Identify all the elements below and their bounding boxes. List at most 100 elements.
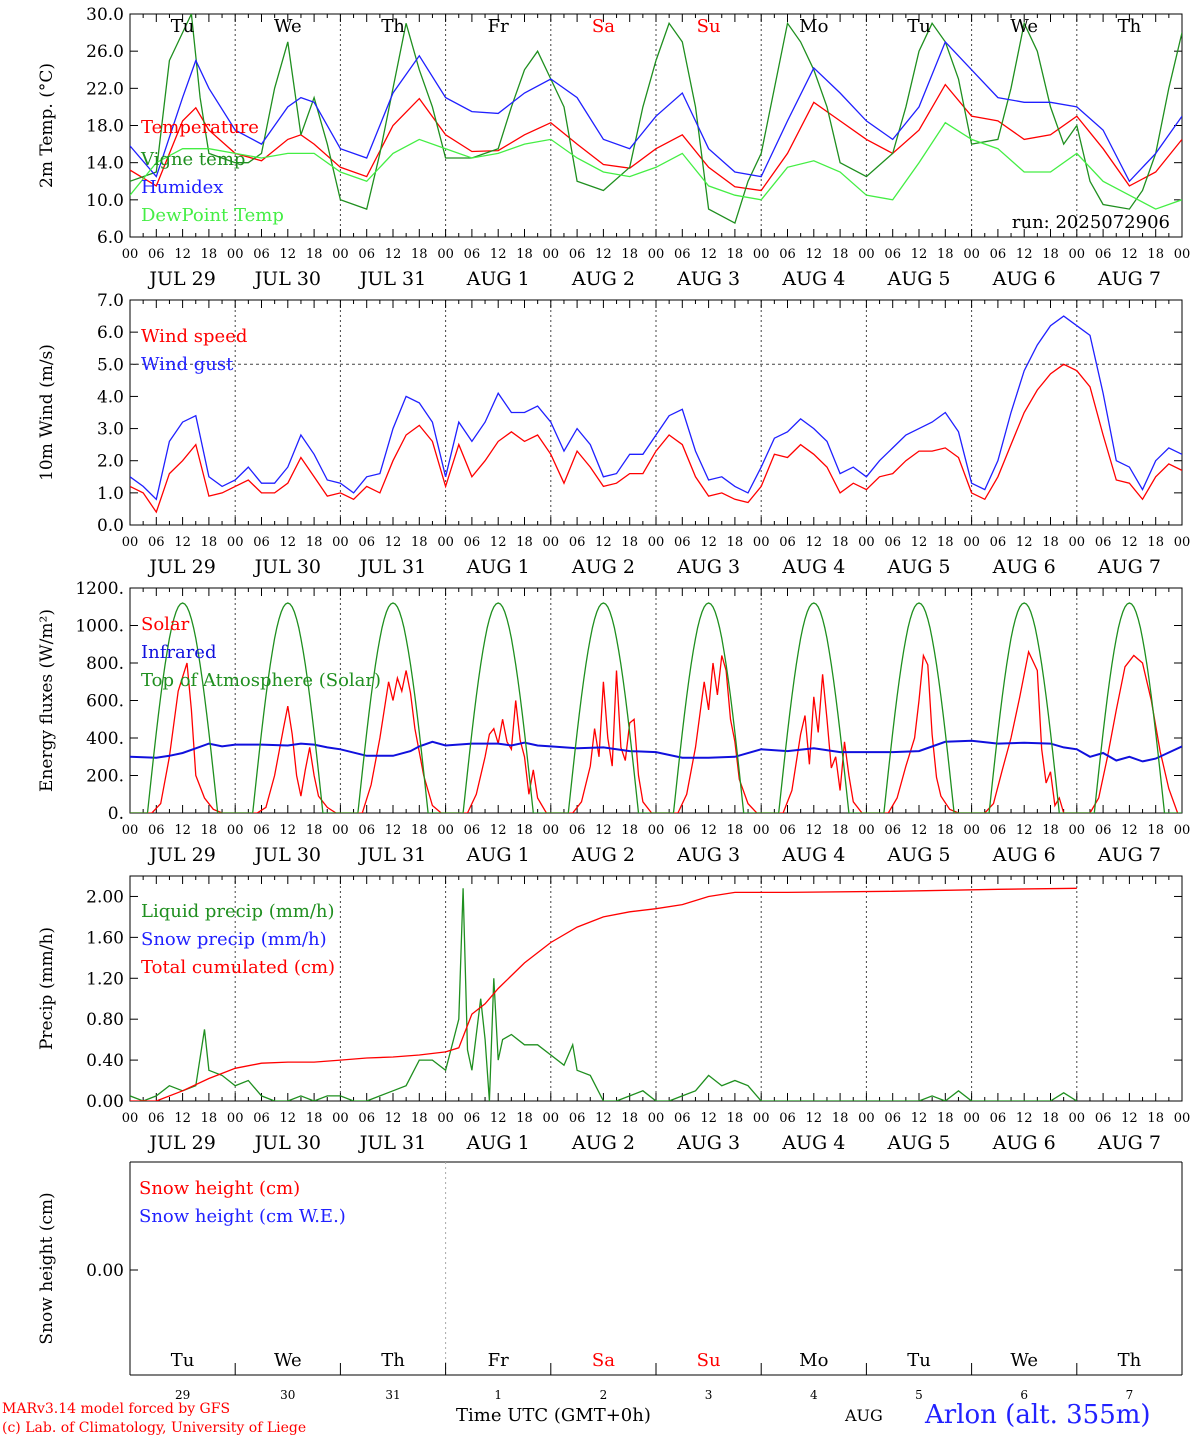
hour-label: 06 (148, 823, 165, 838)
hour-label: 12 (174, 535, 191, 550)
hour-label: 00 (332, 1111, 349, 1126)
hour-label: 18 (516, 535, 533, 550)
hour-label: 12 (385, 535, 402, 550)
hour-label: 12 (595, 1111, 612, 1126)
hour-label: 18 (621, 247, 638, 262)
hour-label: 00 (437, 823, 454, 838)
y-axis-label: 2m Temp. (°C) (37, 63, 57, 188)
day-label: AUG 6 (992, 268, 1056, 290)
series-line-wind-speed (130, 363, 1182, 514)
y-tick-label: 6.0 (97, 323, 124, 343)
hour-label: 12 (280, 823, 297, 838)
hour-label: 00 (227, 535, 244, 550)
hour-label: 00 (858, 247, 875, 262)
hour-label: 00 (753, 247, 770, 262)
hour-label: 18 (411, 535, 428, 550)
day-label: AUG 6 (992, 844, 1056, 866)
hour-label: 12 (700, 823, 717, 838)
hour-label: 18 (621, 535, 638, 550)
y-tick-label: 14.0 (86, 154, 124, 174)
hour-label: 12 (700, 535, 717, 550)
series-line-dewpoint-temp (130, 121, 1182, 210)
hour-label: 00 (648, 823, 665, 838)
hour-label: 00 (543, 823, 560, 838)
hour-label: 00 (122, 247, 139, 262)
hour-label: 12 (1121, 535, 1138, 550)
hour-label: 06 (674, 823, 691, 838)
weekday-label: Sa (592, 1350, 615, 1371)
hour-label: 18 (621, 1111, 638, 1126)
hour-label: 12 (280, 1111, 297, 1126)
day-label: JUL 31 (358, 844, 426, 866)
hour-label: 06 (990, 535, 1007, 550)
weekday-label: Su (697, 16, 721, 37)
legend-entry: Solar (141, 614, 190, 635)
day-label: AUG 2 (571, 1132, 635, 1154)
day-label: JUL 29 (147, 844, 215, 866)
series-line-solar (130, 649, 1179, 813)
day-label: JUL 30 (253, 556, 321, 578)
hour-label: 18 (937, 1111, 954, 1126)
hour-label: 18 (727, 1111, 744, 1126)
hour-label: 18 (411, 247, 428, 262)
hour-label: 06 (674, 535, 691, 550)
day-label: AUG 5 (886, 844, 950, 866)
day-label: JUL 30 (253, 1132, 321, 1154)
hour-label: 18 (201, 1111, 218, 1126)
hour-label: 12 (1016, 1111, 1033, 1126)
y-axis-label: Energy fluxes (W/m²) (37, 609, 57, 792)
hour-label: 00 (1069, 823, 1086, 838)
run-label: run: 2025072906 (1012, 212, 1170, 233)
hour-label: 12 (385, 1111, 402, 1126)
weekday-label: Th (381, 1350, 405, 1371)
legend-entry: Infrared (141, 642, 216, 663)
hour-label: 06 (884, 535, 901, 550)
hour-label: 00 (858, 535, 875, 550)
station-name: Arlon (alt. 355m) (925, 1400, 1151, 1430)
series-line-total-cumulated-cm- (130, 887, 1077, 1101)
hour-label: 12 (806, 823, 823, 838)
day-label: AUG 4 (781, 268, 845, 290)
day-label: AUG 3 (676, 1132, 740, 1154)
day-label: JUL 29 (147, 556, 215, 578)
hour-label: 06 (884, 247, 901, 262)
y-tick-label: 22.0 (86, 79, 124, 99)
series-line-temperature (130, 83, 1182, 192)
day-label: AUG 3 (676, 556, 740, 578)
hour-label: 18 (1042, 247, 1059, 262)
y-tick-label: 200. (86, 767, 124, 787)
day-label: AUG 5 (886, 268, 950, 290)
day-label: AUG 1 (466, 844, 530, 866)
hour-label: 18 (832, 535, 849, 550)
day-label: AUG 1 (466, 268, 530, 290)
hour-label: 00 (1069, 535, 1086, 550)
hour-label: 18 (306, 823, 323, 838)
hour-label: 00 (963, 535, 980, 550)
hour-label: 00 (963, 247, 980, 262)
hour-label: 00 (122, 1111, 139, 1126)
y-tick-label: 2.0 (97, 452, 124, 472)
hour-label: 00 (332, 823, 349, 838)
hour-label: 12 (806, 247, 823, 262)
hour-label: 12 (806, 1111, 823, 1126)
hour-label: 06 (779, 535, 796, 550)
hour-label: 00 (1174, 535, 1191, 550)
weekday-label: Mo (799, 16, 828, 37)
hour-label: 00 (437, 1111, 454, 1126)
hour-label: 06 (464, 247, 481, 262)
hour-label: 18 (621, 823, 638, 838)
hour-label: 00 (648, 535, 665, 550)
day-number: 5 (915, 1388, 923, 1402)
hour-label: 18 (727, 247, 744, 262)
hour-label: 06 (779, 823, 796, 838)
hour-label: 06 (464, 823, 481, 838)
hour-label: 18 (201, 823, 218, 838)
hour-label: 00 (963, 823, 980, 838)
hour-label: 06 (253, 1111, 270, 1126)
hour-label: 00 (858, 823, 875, 838)
hour-label: 06 (253, 823, 270, 838)
day-label: AUG 7 (1097, 268, 1161, 290)
weekday-label: Fr (488, 1350, 509, 1371)
day-label: JUL 31 (358, 556, 426, 578)
